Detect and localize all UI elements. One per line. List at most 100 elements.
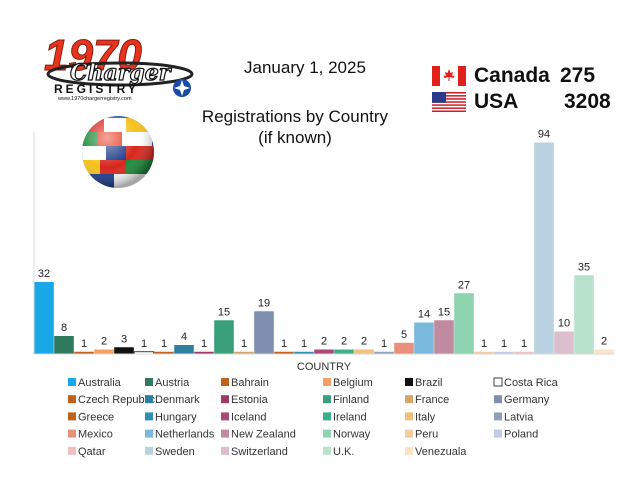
data-label-mexico: 5	[401, 329, 407, 341]
legend-label-costa-rica: Costa Rica	[504, 377, 559, 389]
legend-label-new-zealand: New Zealand	[231, 429, 296, 441]
bar-belgium	[94, 349, 114, 354]
legend-swatch-australia	[68, 378, 76, 386]
legend-swatch-germany	[494, 395, 502, 404]
legend-swatch-costa-rica	[493, 377, 503, 387]
bar-czech-republic	[154, 351, 174, 354]
x-axis-label: COUNTRY	[297, 361, 352, 373]
data-label-italy: 2	[361, 336, 367, 348]
legend-label-australia: Australia	[78, 377, 122, 389]
legend-label-iceland: Iceland	[231, 411, 266, 423]
report-date: January 1, 2025	[244, 58, 366, 77]
bar-australia	[34, 282, 54, 354]
data-label-finland: 15	[218, 306, 230, 318]
legend-swatch-austria	[145, 378, 153, 386]
legend-label-qatar: Qatar	[78, 446, 106, 458]
chart-title-line-1: Registrations by Country	[201, 107, 389, 126]
usa-flag-icon	[432, 92, 466, 112]
data-label-poland: 1	[501, 338, 507, 350]
bar-switzerland	[554, 331, 574, 354]
bar-new-zealand	[434, 320, 454, 354]
data-label-hungary: 1	[301, 338, 307, 350]
legend-swatch-netherlands	[145, 429, 153, 438]
bar-estonia	[194, 351, 214, 354]
data-label-peru: 1	[481, 338, 487, 350]
data-label-ireland: 2	[341, 336, 347, 348]
legend-label-venezuala: Venezuala	[415, 446, 467, 458]
legend-swatch-switzerland	[221, 446, 229, 455]
logo-registry-text: REGISTRY	[54, 82, 139, 96]
legend-swatch-italy	[405, 412, 413, 421]
bar-finland	[214, 320, 234, 354]
legend-label-finland: Finland	[333, 394, 369, 406]
data-label-switzerland: 10	[558, 318, 570, 330]
data-label-estonia: 1	[201, 338, 207, 350]
bar-norway	[454, 293, 474, 354]
legend-swatch-norway	[323, 429, 331, 438]
bar-italy	[354, 349, 374, 354]
data-label-venezuala: 2	[601, 336, 607, 348]
usa-count: 3208	[564, 90, 611, 113]
bar-sweden	[534, 142, 554, 354]
chart-title-line-2: (if known)	[258, 128, 332, 147]
legend-swatch-qatar	[68, 446, 76, 455]
legend-swatch-mexico	[68, 429, 76, 438]
legend-label-u-k: U.K.	[333, 446, 354, 458]
legend-label-austria: Austria	[155, 377, 190, 389]
canada-flag-icon	[432, 66, 466, 86]
legend-label-latvia: Latvia	[504, 411, 534, 423]
legend-label-greece: Greece	[78, 411, 114, 423]
bar-qatar	[514, 351, 534, 354]
legend-swatch-greece	[68, 412, 76, 421]
canada-label: Canada	[474, 64, 550, 87]
legend-swatch-hungary	[145, 412, 153, 421]
bar-brazil	[114, 347, 134, 354]
legend-swatch-finland	[323, 395, 331, 404]
data-label-germany: 19	[258, 297, 270, 309]
bar-netherlands	[414, 322, 434, 354]
bar-ireland	[334, 349, 354, 354]
data-label-denmark: 4	[181, 331, 187, 343]
legend-swatch-estonia	[221, 395, 229, 404]
data-label-belgium: 2	[101, 336, 107, 348]
bar-iceland	[314, 349, 334, 354]
legend-swatch-peru	[405, 429, 413, 438]
bar-peru	[474, 351, 494, 354]
usa-label: USA	[474, 90, 519, 113]
data-label-sweden: 94	[538, 129, 550, 141]
legend-swatch-brazil	[405, 378, 413, 386]
legend-label-netherlands: Netherlands	[155, 429, 215, 441]
chart-title: Registrations by Country (if known)	[190, 106, 400, 148]
legend-label-mexico: Mexico	[78, 429, 113, 441]
legend-label-switzerland: Switzerland	[231, 446, 288, 458]
legend-label-peru: Peru	[415, 429, 438, 441]
data-label-france: 1	[241, 338, 247, 350]
legend-label-denmark: Denmark	[155, 394, 200, 406]
legend-label-ireland: Ireland	[333, 411, 367, 423]
bar-latvia	[374, 351, 394, 354]
legend-label-brazil: Brazil	[415, 377, 443, 389]
legend-swatch-u-k	[323, 446, 331, 455]
legend-swatch-iceland	[221, 412, 229, 421]
legend-label-sweden: Sweden	[155, 446, 195, 458]
legend-label-estonia: Estonia	[231, 394, 269, 406]
legend-label-hungary: Hungary	[155, 411, 197, 423]
legend-swatch-latvia	[494, 412, 502, 421]
data-label-u-k: 35	[578, 261, 590, 273]
legend-swatch-czech-republic	[68, 395, 76, 404]
legend-swatch-sweden	[145, 446, 153, 455]
legend-swatch-france	[405, 395, 413, 404]
bar-bahrain	[74, 351, 94, 354]
data-label-qatar: 1	[521, 338, 527, 350]
data-label-new-zealand: 15	[438, 306, 450, 318]
legend-label-norway: Norway	[333, 429, 371, 441]
legend-swatch-poland	[494, 429, 502, 438]
bar-venezuala	[594, 349, 614, 354]
legend-label-poland: Poland	[504, 429, 538, 441]
legend-swatch-ireland	[323, 412, 331, 421]
bar-denmark	[174, 345, 194, 354]
registry-logo: 1970 Charger REGISTRY www.1970chargerreg…	[40, 30, 200, 107]
logo-script-text: Charger	[70, 60, 172, 86]
data-label-iceland: 2	[321, 336, 327, 348]
bar-austria	[54, 336, 74, 354]
